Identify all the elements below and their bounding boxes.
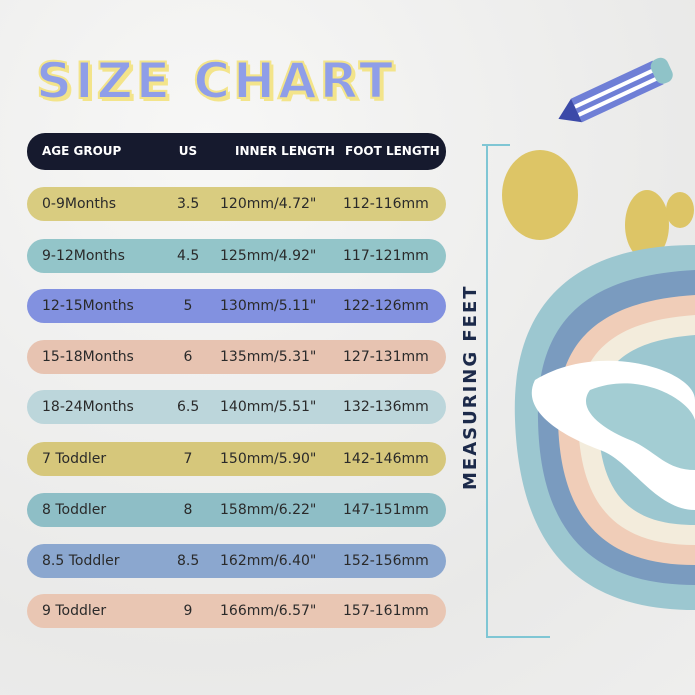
header-age-group: AGE GROUP	[42, 144, 122, 158]
inner-length-cell: 162mm/6.40"	[220, 553, 317, 569]
table-row: 0-9Months 3.5 120mm/4.72" 112-116mm	[27, 187, 446, 221]
age-group-cell: 9-12Months	[42, 248, 125, 264]
inner-length-cell: 158mm/6.22"	[220, 502, 317, 518]
us-size-cell: 8	[183, 502, 193, 518]
us-size-cell: 4.5	[177, 248, 200, 264]
foot-length-cell: 132-136mm	[343, 399, 429, 415]
foot-length-cell: 152-156mm	[343, 553, 429, 569]
us-size-cell: 5	[183, 298, 193, 314]
inner-length-cell: 130mm/5.11"	[220, 298, 317, 314]
pencil-icon	[558, 57, 673, 123]
inner-length-cell: 150mm/5.90"	[220, 451, 317, 467]
us-size-cell: 3.5	[177, 196, 200, 212]
table-row: 8.5 Toddler 8.5 162mm/6.40" 152-156mm	[27, 544, 446, 578]
inner-length-cell: 166mm/6.57"	[220, 603, 317, 619]
inner-length-cell: 140mm/5.51"	[220, 399, 317, 415]
age-group-cell: 9 Toddler	[42, 603, 107, 619]
age-group-cell: 18-24Months	[42, 399, 134, 415]
us-size-cell: 6	[183, 349, 193, 365]
us-size-cell: 7	[183, 451, 193, 467]
age-group-cell: 8 Toddler	[42, 502, 107, 518]
foot-length-cell: 147-151mm	[343, 502, 429, 518]
table-row: 18-24Months 6.5 140mm/5.51" 132-136mm	[27, 390, 446, 424]
inner-length-cell: 135mm/5.31"	[220, 349, 317, 365]
table-row: 9 Toddler 9 166mm/6.57" 157-161mm	[27, 594, 446, 628]
foot-illustration: MEASURING FEET	[460, 57, 695, 638]
table-row: 8 Toddler 8 158mm/6.22" 147-151mm	[27, 493, 446, 527]
foot-length-cell: 117-121mm	[343, 248, 429, 264]
age-group-cell: 15-18Months	[42, 349, 134, 365]
table-row: 15-18Months 6 135mm/5.31" 127-131mm	[27, 340, 446, 374]
side-label: MEASURING FEET	[460, 284, 481, 490]
age-group-cell: 0-9Months	[42, 196, 117, 212]
header-us: US	[178, 144, 198, 158]
header-foot-length: FOOT LENGTH	[345, 144, 440, 158]
inner-length-cell: 125mm/4.92"	[220, 248, 317, 264]
foot-length-cell: 157-161mm	[343, 603, 429, 619]
foot-length-cell: 127-131mm	[343, 349, 429, 365]
inner-length-cell: 120mm/4.72"	[220, 196, 317, 212]
table-row: 7 Toddler 7 150mm/5.90" 142-146mm	[27, 442, 446, 476]
age-group-cell: 8.5 Toddler	[42, 553, 120, 569]
header-inner-length: INNER LENGTH	[235, 144, 335, 158]
foot-length-cell: 112-116mm	[343, 196, 429, 212]
age-group-cell: 7 Toddler	[42, 451, 107, 467]
age-group-cell: 12-15Months	[42, 298, 134, 314]
table-row: 9-12Months 4.5 125mm/4.92" 117-121mm	[27, 239, 446, 273]
table-header: AGE GROUP US INNER LENGTH FOOT LENGTH	[27, 133, 446, 170]
foot-length-cell: 122-126mm	[343, 298, 429, 314]
us-size-cell: 9	[183, 603, 193, 619]
us-size-cell: 6.5	[177, 399, 200, 415]
page-title: SIZE CHART	[35, 51, 397, 111]
table-row: 12-15Months 5 130mm/5.11" 122-126mm	[27, 289, 446, 323]
us-size-cell: 8.5	[177, 553, 200, 569]
foot-length-cell: 142-146mm	[343, 451, 429, 467]
